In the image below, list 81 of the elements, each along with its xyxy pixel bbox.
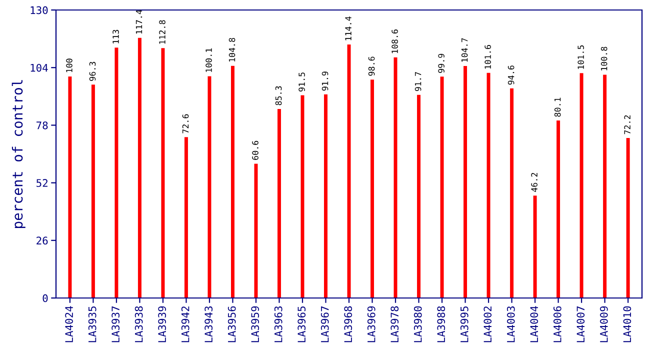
- bar: [68, 76, 72, 298]
- data-label: 100.1: [206, 48, 212, 72]
- data-label: 72.2: [624, 115, 630, 134]
- x-tick-label: LA3959: [251, 306, 260, 342]
- data-label: 96.3: [89, 62, 96, 81]
- bar: [254, 164, 258, 298]
- bar: [464, 66, 468, 298]
- x-tick-label: LA4024: [65, 306, 74, 342]
- x-tick-label: LA4009: [600, 306, 608, 342]
- y-tick-label: 26: [36, 236, 48, 245]
- y-axis-title: percent of control: [12, 80, 26, 228]
- data-label: 104.8: [228, 38, 236, 62]
- y-tick-label: 104: [30, 64, 48, 72]
- bar: [440, 76, 444, 298]
- bar: [277, 109, 281, 298]
- x-tick-label: LA4003: [506, 306, 515, 342]
- bar: [161, 48, 165, 298]
- data-label: 101.6: [484, 45, 491, 69]
- bar: [230, 66, 234, 298]
- data-label: 80.1: [554, 98, 561, 117]
- x-tick-label: LA3978: [390, 306, 399, 342]
- bar: [510, 88, 514, 298]
- x-tick-label: LA3995: [460, 306, 468, 342]
- x-tick-label: LA4006: [553, 306, 562, 342]
- bar: [184, 137, 188, 298]
- bar: [324, 94, 328, 298]
- x-tick-label: LA4004: [530, 306, 538, 342]
- data-label: 117.4: [136, 10, 142, 34]
- bar: [417, 94, 421, 298]
- x-tick-label: LA3942: [181, 306, 190, 342]
- bar: [603, 74, 607, 298]
- x-tick-label: LA3937: [112, 306, 120, 342]
- data-label: 112.8: [159, 20, 166, 44]
- data-label: 60.6: [252, 140, 258, 160]
- data-label: 100.8: [600, 46, 608, 70]
- data-label: 46.2: [531, 172, 538, 192]
- data-label: 113: [112, 30, 119, 44]
- data-label: 104.7: [461, 38, 468, 62]
- data-label: 91.7: [414, 72, 422, 92]
- data-label: 85.3: [275, 86, 282, 106]
- y-tick-label: 0: [42, 294, 48, 302]
- y-tick-label: 52: [36, 179, 48, 187]
- x-tick-label: LA4007: [576, 306, 585, 342]
- bar: [486, 72, 490, 298]
- x-tick-label: LA4002: [484, 306, 492, 342]
- data-label: 91.5: [298, 72, 305, 92]
- x-tick-label: LA4010: [623, 306, 632, 342]
- data-label: 99.9: [438, 54, 444, 73]
- x-tick-label: LA3963: [274, 306, 282, 342]
- y-tick-label: 130: [30, 6, 48, 14]
- y-tick-label: 78: [36, 121, 48, 130]
- data-label: 100: [66, 58, 72, 72]
- data-label: 72.6: [182, 114, 189, 134]
- bar: [91, 84, 95, 298]
- bar: [626, 138, 630, 298]
- x-tick-label: LA3935: [88, 306, 96, 342]
- bar: [300, 95, 304, 298]
- x-tick-label: LA3988: [437, 306, 446, 342]
- x-tick-label: LA3938: [134, 306, 143, 342]
- bar: [114, 48, 118, 298]
- x-tick-label: LA3967: [320, 306, 329, 342]
- data-label: 98.6: [368, 56, 375, 76]
- bar: [370, 80, 374, 298]
- data-label: 94.6: [508, 66, 514, 85]
- x-tick-label: LA3969: [367, 306, 376, 342]
- x-tick-label: LA3965: [298, 306, 306, 342]
- bar: [533, 196, 537, 298]
- bar: [394, 57, 398, 298]
- x-tick-label: LA3980: [414, 306, 422, 342]
- data-label: 101.5: [578, 45, 584, 69]
- bar: [556, 120, 560, 298]
- data-label: 91.9: [322, 72, 328, 91]
- x-tick-label: LA3943: [204, 306, 213, 342]
- bar: [138, 38, 142, 298]
- x-tick-label: LA3968: [344, 306, 352, 342]
- x-tick-label: LA3956: [228, 306, 236, 342]
- x-tick-label: LA3939: [158, 306, 166, 342]
- data-label: 108.6: [392, 30, 398, 54]
- bar: [580, 73, 584, 298]
- bar: [208, 76, 212, 298]
- data-label: 114.4: [345, 16, 352, 40]
